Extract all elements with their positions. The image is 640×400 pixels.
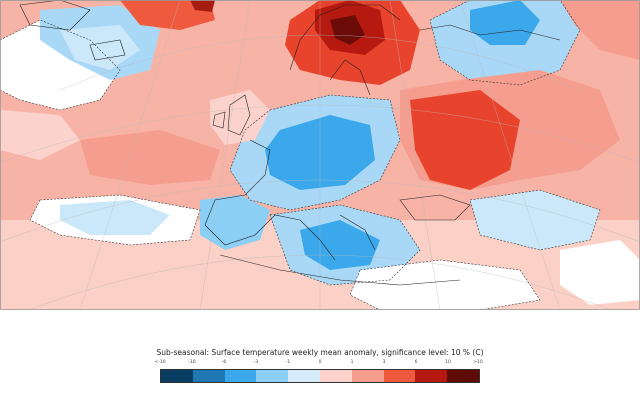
legend-color-bar bbox=[160, 369, 480, 383]
legend-swatch bbox=[224, 370, 257, 382]
legend-label: 3 bbox=[382, 360, 386, 365]
coastline-ireland bbox=[212, 111, 226, 129]
legend-swatch bbox=[161, 370, 193, 382]
anomaly-region-canada-warm bbox=[120, 0, 215, 30]
legend-swatch bbox=[288, 370, 320, 382]
contour-africa bbox=[349, 259, 541, 310]
anomaly-region-middle-east-cold bbox=[470, 190, 600, 250]
legend-label: >10 bbox=[473, 360, 483, 365]
legend-swatch bbox=[383, 370, 416, 382]
graticule-meridian-2 bbox=[199, 0, 251, 310]
legend-swatch bbox=[447, 370, 479, 382]
coastline-west-europe bbox=[204, 139, 301, 246]
contour-russia-north bbox=[429, 0, 581, 86]
legend-label: -3 bbox=[253, 360, 259, 365]
coastline-iceland bbox=[89, 39, 126, 61]
coastline-italy bbox=[299, 219, 336, 261]
graticule-meridian-3 bbox=[79, 0, 181, 310]
coastline-russia-arctic bbox=[419, 24, 561, 41]
coastline-norway bbox=[289, 4, 401, 71]
legend-label: 0 bbox=[318, 360, 322, 365]
map-coastlines bbox=[19, 0, 561, 286]
contour-central-europe bbox=[229, 94, 401, 211]
legend-label: -1 bbox=[285, 360, 291, 365]
coastline-black-sea bbox=[399, 194, 471, 221]
legend-swatch bbox=[351, 370, 384, 382]
legend-swatch bbox=[415, 370, 448, 382]
graticule-meridian-4 bbox=[389, 0, 441, 310]
anomaly-region-north-atlantic-pale bbox=[0, 110, 80, 160]
significance-contours bbox=[0, 0, 601, 310]
legend-label: -10 bbox=[188, 360, 196, 365]
color-legend: <-10 -10 -6 -3 -1 0 1 3 6 10 >10 bbox=[154, 360, 483, 386]
legend-label: <-10 bbox=[154, 360, 166, 365]
coastline-balkans bbox=[339, 214, 376, 251]
anomaly-region-russia-strong-warm bbox=[410, 90, 520, 190]
anomaly-region-atlantic-south-cold bbox=[60, 200, 170, 235]
map-caption: Sub-seasonal: Surface temperature weekly… bbox=[156, 348, 484, 357]
anomaly-region-russia-north-cold-core bbox=[470, 0, 540, 45]
legend-label: 6 bbox=[414, 360, 418, 365]
graticule-meridian-5 bbox=[459, 0, 561, 310]
legend-swatch bbox=[319, 370, 352, 382]
anomaly-region-canada-hot bbox=[190, 0, 215, 12]
anomaly-region-british-isles-pale bbox=[210, 90, 270, 145]
legend-labels: <-10 -10 -6 -3 -1 0 1 3 6 10 >10 bbox=[154, 360, 483, 368]
legend-label: 10 bbox=[445, 360, 451, 365]
map-graticule bbox=[0, 0, 640, 310]
anomaly-region-scandinavia-core bbox=[330, 15, 365, 45]
anomaly-region-middle-east-white bbox=[560, 240, 640, 305]
legend-swatch bbox=[192, 370, 225, 382]
anomaly-region-mid-atlantic-warm bbox=[80, 130, 220, 185]
coastline-sweden-baltic bbox=[329, 59, 371, 96]
anomaly-region-iberia-cold bbox=[200, 195, 270, 250]
anomaly-region-northeast-warm bbox=[560, 0, 640, 60]
contour-middle-east bbox=[469, 189, 601, 251]
legend-swatch bbox=[256, 370, 289, 382]
temperature-anomaly-map bbox=[0, 0, 640, 310]
coastline-north-africa bbox=[219, 254, 461, 286]
coastline-great-britain bbox=[227, 94, 251, 136]
legend-label: -6 bbox=[221, 360, 227, 365]
legend-label: 1 bbox=[350, 360, 354, 365]
contour-mediterranean bbox=[269, 204, 421, 286]
contour-atlantic-north bbox=[0, 19, 121, 111]
